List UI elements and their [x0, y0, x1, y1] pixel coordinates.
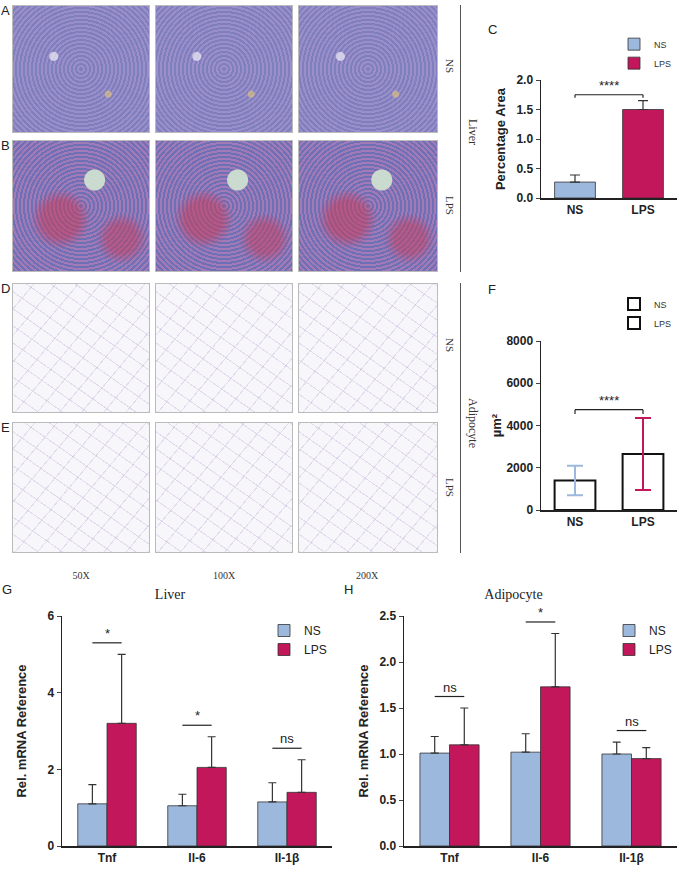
svg-text:4000: 4000 [506, 419, 533, 433]
svg-text:2: 2 [47, 763, 54, 777]
svg-text:Adipocyte: Adipocyte [484, 587, 542, 602]
svg-text:2.0: 2.0 [516, 73, 533, 87]
svg-text:Rel. mRNA Reference: Rel. mRNA Reference [356, 664, 371, 797]
svg-text:1.0: 1.0 [379, 747, 396, 761]
html-text:G: G [2, 582, 13, 597]
svg-text:0: 0 [47, 839, 54, 853]
html-text:50X: 50X [72, 570, 90, 581]
svg-text:2000: 2000 [506, 461, 533, 475]
svg-text:0.5: 0.5 [516, 162, 533, 176]
html-text:A: A [1, 3, 10, 18]
html-text:100X: 100X [212, 570, 236, 581]
svg-text:NS: NS [654, 40, 667, 50]
svg-text:Il-6: Il-6 [188, 851, 206, 865]
svg-text:NS: NS [649, 624, 666, 638]
html-text:Liver: Liver [466, 118, 480, 145]
svg-text:NS: NS [304, 624, 321, 638]
svg-text:0.0: 0.0 [379, 839, 396, 853]
svg-text:2.0: 2.0 [379, 655, 396, 669]
svg-text:LPS: LPS [649, 643, 672, 657]
svg-text:2.5: 2.5 [379, 609, 396, 623]
svg-text:6000: 6000 [506, 376, 533, 390]
svg-text:LPS: LPS [631, 203, 654, 217]
svg-text:LPS: LPS [304, 643, 327, 657]
svg-text:Il-1β: Il-1β [275, 851, 300, 865]
svg-text:****: **** [599, 393, 619, 408]
html-text:NS: NS [444, 338, 456, 353]
svg-text:*: * [195, 708, 200, 723]
html-text:E: E [1, 420, 10, 435]
html-text:B: B [1, 138, 10, 153]
svg-text:LPS: LPS [654, 319, 671, 329]
svg-text:1.5: 1.5 [516, 103, 533, 117]
svg-text:Tnf: Tnf [98, 851, 118, 865]
html-text:LPS: LPS [444, 196, 456, 215]
svg-text:8000: 8000 [506, 334, 533, 348]
svg-text:LPS: LPS [654, 59, 671, 69]
html-text:Adipocyte: Adipocyte [466, 398, 480, 448]
svg-text:*: * [105, 626, 110, 641]
html-text:LPS: LPS [444, 477, 456, 497]
svg-text:µm²: µm² [489, 413, 504, 437]
svg-text:6: 6 [47, 609, 54, 623]
svg-text:ns: ns [443, 680, 457, 695]
svg-text:Percentage Area: Percentage Area [493, 87, 508, 190]
svg-text:1.5: 1.5 [379, 701, 396, 715]
svg-text:Liver: Liver [155, 587, 186, 602]
svg-text:****: **** [599, 78, 619, 93]
svg-text:Il-6: Il-6 [532, 851, 550, 865]
html-text:F: F [488, 282, 496, 297]
svg-text:Rel. mRNA Reference: Rel. mRNA Reference [14, 664, 29, 797]
svg-text:NS: NS [567, 515, 584, 529]
svg-text:0.5: 0.5 [379, 793, 396, 807]
html-text:H: H [344, 582, 354, 597]
html-text:C: C [488, 22, 498, 37]
svg-text:LPS: LPS [631, 515, 654, 529]
svg-text:0: 0 [526, 503, 533, 517]
svg-text:Tnf: Tnf [440, 851, 460, 865]
svg-text:1.0: 1.0 [516, 132, 533, 146]
svg-text:0.0: 0.0 [516, 191, 533, 205]
html-text:NS: NS [444, 59, 456, 74]
svg-text:4: 4 [47, 686, 54, 700]
html-text:D: D [1, 281, 11, 296]
svg-text:NS: NS [654, 300, 667, 310]
svg-text:NS: NS [567, 203, 584, 217]
html-text:200X: 200X [355, 570, 379, 581]
svg-text:ns: ns [625, 714, 639, 729]
svg-text:Il-1β: Il-1β [619, 851, 644, 865]
svg-text:*: * [538, 605, 543, 620]
svg-text:ns: ns [280, 731, 294, 746]
